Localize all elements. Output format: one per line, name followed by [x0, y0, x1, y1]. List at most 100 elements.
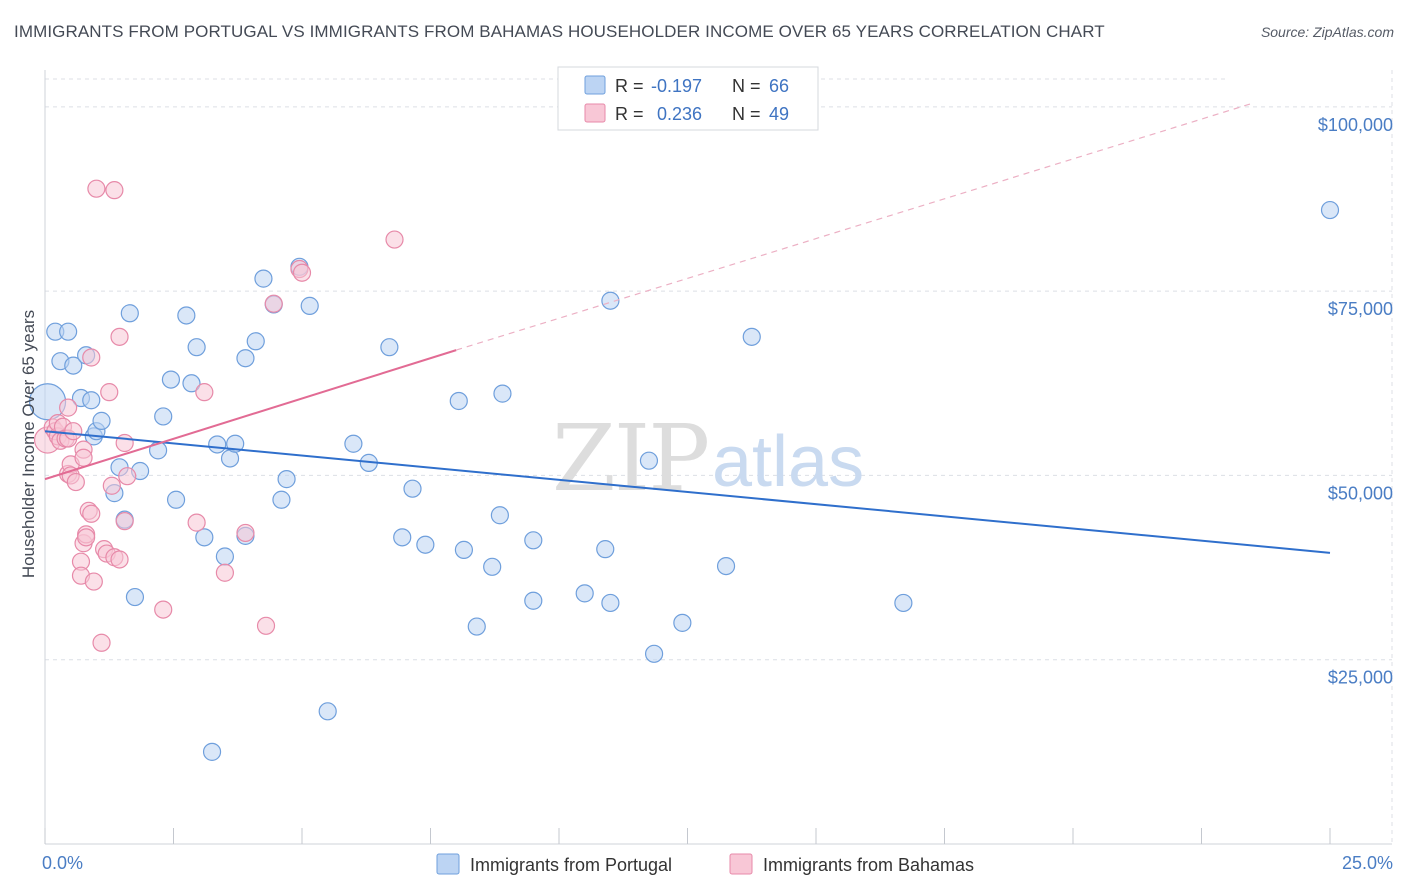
- bahamas-point-14: [66, 472, 85, 492]
- top-legend: R = -0.197 N = 66 R = 0.236 N = 49: [557, 66, 819, 131]
- portugal-point-32: [246, 332, 265, 351]
- portugal-point-4: [64, 356, 83, 375]
- bottom-legend-label-portugal: Immigrants from Portugal: [470, 855, 672, 875]
- y-tick-label-2: $75,000: [1328, 299, 1393, 319]
- legend-r-value-bahamas: 0.236: [657, 104, 702, 124]
- bahamas-point-34: [110, 550, 129, 569]
- bahamas-point-35: [110, 327, 129, 346]
- bahamas-point-42: [215, 563, 234, 582]
- portugal-point-7: [82, 391, 101, 410]
- x-tick-label-1: 25.0%: [1342, 853, 1393, 873]
- legend-swatch-bahamas: [584, 103, 606, 123]
- portugal-point-50: [490, 506, 509, 525]
- portugal-point-54: [575, 584, 594, 603]
- portugal-point-42: [380, 338, 399, 357]
- portugal-point-33: [254, 269, 273, 288]
- bahamas-point-48: [385, 230, 404, 249]
- portugal-point-14: [120, 304, 139, 323]
- bahamas-point-40: [187, 513, 206, 532]
- x-tick-labels: 0.0% 25.0%: [42, 853, 1393, 873]
- portugal-point-57: [601, 291, 620, 310]
- portugal-point-59: [644, 644, 664, 663]
- portugal-point-43: [393, 528, 412, 547]
- legend-n-value-portugal: 66: [769, 76, 789, 96]
- portugal-point-46: [449, 391, 468, 411]
- portugal-point-51: [493, 384, 512, 403]
- portugal-point-36: [277, 470, 296, 489]
- legend-n-label-bahamas: N =: [732, 104, 761, 124]
- legend-r-label-bahamas: R =: [615, 104, 644, 124]
- portugal-point-3: [59, 322, 78, 341]
- watermark-zip: ZIP: [552, 405, 708, 512]
- portugal-point-38: [300, 296, 319, 315]
- portugal-point-58: [639, 451, 659, 470]
- series-bahamas-points: [33, 179, 404, 652]
- bahamas-point-43: [236, 523, 255, 543]
- y-tick-label-1: $50,000: [1328, 483, 1393, 503]
- bottom-legend: Immigrants from Portugal Immigrants from…: [436, 853, 974, 875]
- portugal-point-26: [208, 435, 227, 454]
- y-tick-labels: $25,000 $50,000 $75,000 $100,000: [1318, 115, 1393, 688]
- portugal-point-15: [125, 587, 145, 607]
- portugal-point-39: [318, 702, 337, 721]
- portugal-point-27: [215, 547, 234, 566]
- bottom-legend-label-bahamas: Immigrants from Bahamas: [763, 855, 974, 875]
- portugal-point-48: [467, 617, 486, 636]
- bahamas-point-31: [102, 476, 121, 495]
- y-axis-label: Householder Income Over 65 years: [19, 310, 38, 578]
- portugal-point-21: [177, 306, 196, 325]
- legend-swatch-portugal: [584, 75, 606, 95]
- trend-line-bahamas: [44, 349, 457, 481]
- bahamas-point-13: [64, 422, 83, 441]
- portugal-point-45: [416, 535, 435, 554]
- watermark-atlas: atlas: [712, 422, 864, 502]
- bahamas-point-37: [115, 512, 134, 531]
- portugal-point-35: [272, 490, 291, 509]
- portugal-point-52: [524, 531, 543, 550]
- portugal-point-49: [483, 557, 502, 576]
- portugal-point-56: [596, 540, 615, 559]
- watermark: ZIP atlas: [552, 405, 864, 512]
- portugal-point-18: [154, 407, 173, 426]
- trend-line-bahamas-extension: [456, 102, 1254, 351]
- y-tick-label-0: $25,000: [1328, 668, 1393, 688]
- bahamas-point-27: [92, 633, 111, 652]
- bahamas-point-39: [154, 600, 173, 619]
- portugal-point-47: [454, 540, 474, 559]
- legend-n-value-bahamas: 49: [769, 104, 789, 124]
- bahamas-point-45: [264, 294, 283, 313]
- bahamas-point-25: [84, 572, 103, 591]
- grid-lines: [45, 70, 1393, 844]
- portugal-point-20: [166, 490, 186, 509]
- legend-n-label-portugal: N =: [732, 76, 761, 96]
- bahamas-point-21: [77, 528, 96, 547]
- source-label: Source: ZipAtlas.com: [1260, 24, 1394, 40]
- portugal-point-44: [403, 479, 422, 498]
- bahamas-point-32: [105, 181, 124, 200]
- bahamas-point-44: [256, 616, 276, 635]
- legend-r-label-portugal: R =: [615, 76, 644, 96]
- x-tick-label-0: 0.0%: [42, 853, 83, 873]
- y-tick-label-3: $100,000: [1318, 115, 1393, 135]
- bahamas-point-23: [82, 348, 101, 367]
- bahamas-point-30: [100, 383, 119, 402]
- bahamas-point-47: [292, 263, 312, 282]
- portugal-point-31: [236, 349, 255, 368]
- portugal-point-62: [742, 327, 761, 346]
- bahamas-point-19: [74, 448, 93, 467]
- portugal-point-61: [716, 556, 736, 576]
- bahamas-point-24: [82, 504, 101, 523]
- bahamas-point-36: [115, 433, 134, 453]
- portugal-point-63: [894, 593, 913, 613]
- portugal-point-60: [673, 613, 692, 632]
- portugal-point-22: [182, 374, 201, 393]
- bahamas-point-41: [195, 383, 214, 402]
- bottom-legend-swatch-bahamas: [729, 853, 753, 875]
- portugal-point-40: [344, 434, 363, 453]
- portugal-point-55: [601, 593, 620, 613]
- portugal-point-25: [202, 742, 222, 761]
- bottom-legend-swatch-portugal: [436, 853, 460, 875]
- trend-lines: [44, 102, 1331, 554]
- legend-r-value-portugal: -0.197: [651, 76, 702, 96]
